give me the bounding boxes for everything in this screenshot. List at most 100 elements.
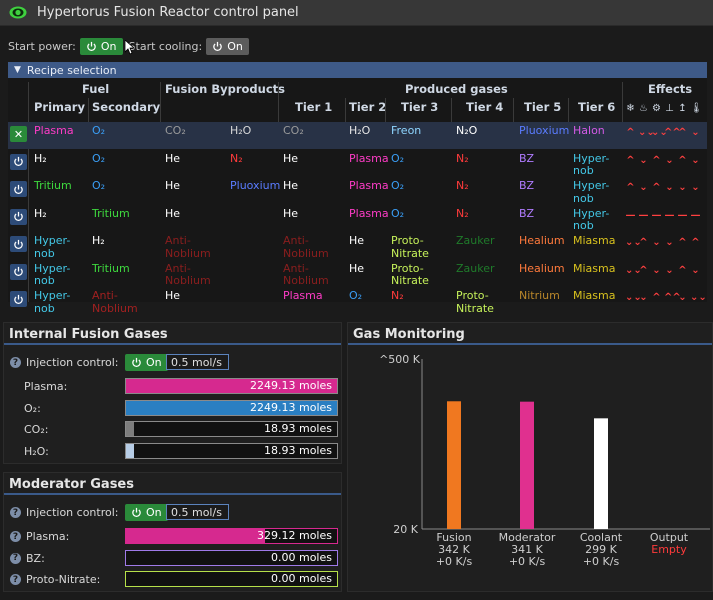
gas-label: ? BZ: <box>10 552 45 565</box>
effect-indicator: ⌄ <box>678 292 687 303</box>
recipe-cell-t3: O₂ <box>391 206 405 220</box>
help-icon[interactable]: ? <box>10 357 21 368</box>
anchor-icon: ⊥ <box>665 103 674 114</box>
power-icon <box>132 357 141 368</box>
recipe-cell-by1: Anti-Noblium <box>165 234 211 260</box>
help-icon[interactable]: ? <box>10 552 21 564</box>
internal-injection-toggle[interactable]: On <box>125 354 168 371</box>
recipe-cell-t1: Anti-Noblium <box>283 234 329 260</box>
recipe-row[interactable]: Hyper-nob Tritium Anti-Noblium Anti-Noblium… <box>8 260 707 287</box>
internal-gases-panel: Internal Fusion Gases ? Injection contro… <box>3 322 342 464</box>
recipe-cell-by1: He <box>165 206 181 220</box>
effect-indicator: ^ <box>639 264 648 276</box>
effect-indicator: ⌄ <box>639 182 648 193</box>
help-icon[interactable]: ? <box>10 574 21 585</box>
effect-indicator: ^ <box>678 237 687 248</box>
start-cooling-label: Start cooling: <box>128 40 203 53</box>
recipe-row[interactable]: Hyper-nob Anti-Noblium He Plasma O₂ N₂ Proto-N… <box>8 287 707 314</box>
recipe-cell-t6: Halon <box>573 124 605 137</box>
gas-amount-bar: 18.93 moles <box>125 442 338 459</box>
select-recipe-button[interactable] <box>10 208 27 225</box>
moderator-injection-rate-input[interactable]: 0.5 mol/s <box>166 504 229 520</box>
internal-injection-label: ? Injection control: <box>10 356 119 369</box>
gas-amount-value: 329.12 moles <box>257 529 332 542</box>
select-recipe-button[interactable] <box>10 291 27 307</box>
arrow-up-icon: ↥ <box>678 103 687 114</box>
gas-amount-value: 0.00 moles <box>271 572 332 585</box>
recipe-cell-t4: Proto-Nitrate <box>456 289 494 315</box>
recipe-row[interactable]: ✕ Plasma O₂ CO₂ H₂O CO₂ H₂O Freon N₂O Pluoxium Hal… <box>8 122 707 149</box>
gas-label: ? Proto-Nitrate: <box>10 573 100 586</box>
snowflake-icon: ❄ <box>626 103 635 114</box>
gas-label: ? Plasma: <box>10 530 69 543</box>
recipe-effects: ^ ⌄ ^ ⌄ ^ ⌄ <box>625 155 701 166</box>
moderator-injection-toggle[interactable]: On <box>125 504 168 521</box>
selected-recipe-button[interactable]: ✕ <box>10 126 27 142</box>
recipe-row[interactable]: H₂ O₂ He N₂ He Plasma O₂ N₂ BZ Hyper-nob ^ ⌄ ^ ⌄ ^ ⌄ <box>8 150 707 177</box>
recipe-cell-secondary: H₂ <box>92 234 105 247</box>
select-recipe-button[interactable] <box>10 181 27 197</box>
internal-injection-rate-input[interactable]: 0.5 mol/s <box>166 354 229 370</box>
recipe-cell-t2: He <box>349 234 365 247</box>
temperature-label: Empty <box>651 543 687 556</box>
select-recipe-button[interactable] <box>10 236 27 252</box>
gas-amount-bar: 2249.13 moles <box>125 378 338 394</box>
recipe-cell-t1: He <box>283 206 299 220</box>
divider <box>88 98 89 122</box>
effect-indicator: ^ <box>678 127 687 138</box>
recipe-row[interactable]: Tritium O₂ He Pluoxium He Plasma O₂ N₂ BZ Hyper-n… <box>8 177 707 204</box>
start-cooling-button[interactable]: On <box>206 38 249 55</box>
power-icon <box>14 156 23 167</box>
recipe-cell-t4: N₂ <box>456 206 469 220</box>
recipe-cell-t1: CO₂ <box>283 124 304 137</box>
gear-icon: ⚙ <box>652 103 661 114</box>
select-recipe-button[interactable] <box>10 153 27 170</box>
power-icon <box>14 266 23 277</box>
power-icon <box>213 41 222 52</box>
recipe-cell-primary: Hyper-nob <box>34 289 71 315</box>
header-secondary: Secondary <box>92 100 161 114</box>
start-power-button[interactable]: On <box>79 38 123 55</box>
recipe-cell-by1: He <box>165 151 181 165</box>
effect-indicator: ^ <box>678 154 687 166</box>
effect-indicator: ⌄ <box>665 237 674 248</box>
recipe-cell-t6: Miasma <box>573 261 616 275</box>
category-label: Fusion <box>436 531 471 544</box>
help-icon[interactable]: ? <box>10 507 21 518</box>
gas-amount-fill <box>126 529 266 543</box>
recipe-cell-t2: Plasma <box>349 151 389 165</box>
recipe-cell-t4: Zauker <box>456 234 495 247</box>
header-tier3: Tier 3 <box>401 100 439 114</box>
header-tier1: Tier 1 <box>295 100 333 114</box>
recipe-cell-t1: Plasma <box>283 289 323 302</box>
recipe-effects: — — — — — — <box>625 210 701 221</box>
effect-indicator: — <box>690 209 701 221</box>
recipe-row[interactable]: H₂ Tritium He He Plasma O₂ N₂ BZ Hyper-nob — — — — — — <box>8 205 707 232</box>
effect-indicator: ⌄ <box>678 182 687 193</box>
select-recipe-button[interactable] <box>10 263 27 280</box>
recipe-selection-panel: ▼ Recipe selection Fuel Primary Secondar… <box>8 62 707 314</box>
recipe-row[interactable]: Hyper-nob H₂ Anti-Noblium Anti-Noblium He Pro… <box>8 232 707 259</box>
power-icon <box>132 507 141 518</box>
gas-amount-bar: 2249.13 moles <box>125 399 338 416</box>
recipe-cell-t3: Proto-Nitrate <box>391 261 429 287</box>
title-bar: Hypertorus Fusion Reactor control panel <box>0 0 713 26</box>
effect-indicator: — <box>664 209 675 221</box>
bar-fusion <box>447 401 461 529</box>
recipe-cell-t4: Zauker <box>456 261 495 275</box>
power-icon <box>14 211 23 222</box>
category-label: Output <box>650 531 689 544</box>
recipe-cell-by1: He <box>165 179 181 192</box>
effect-indicator: ⌄ <box>691 127 700 138</box>
header-fuel: Fuel <box>82 82 110 96</box>
recipe-selection-header[interactable]: ▼ Recipe selection <box>8 62 707 78</box>
effect-indicator: — <box>677 209 688 221</box>
help-icon[interactable]: ? <box>10 531 21 542</box>
gas-amount-value: 2249.13 moles <box>250 379 332 392</box>
gas-label: H₂O: <box>24 444 49 458</box>
effect-indicator: ^ <box>652 154 661 166</box>
effect-indicator: ⌄ <box>665 154 674 166</box>
effect-indicator: ⌄ <box>665 264 674 276</box>
recipe-cell-t6: Hyper-nob <box>573 151 610 177</box>
